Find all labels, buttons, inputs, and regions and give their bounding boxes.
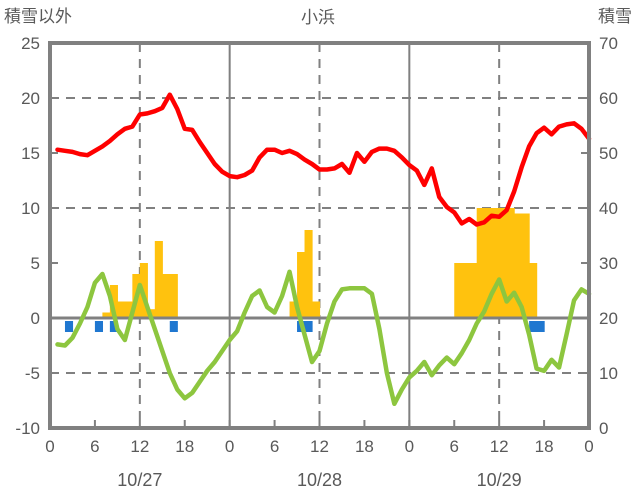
precipitation-bar <box>289 301 298 318</box>
x-axis-tick-label: 0 <box>405 437 414 456</box>
right-axis-title: 積雪 <box>598 7 632 26</box>
y2-axis-tick-label: 40 <box>599 199 618 218</box>
x-axis-tick-label: 6 <box>90 437 99 456</box>
y2-axis-tick-label: 30 <box>599 254 618 273</box>
snow-marker <box>529 321 538 332</box>
x-axis-tick-label: 0 <box>225 437 234 456</box>
precipitation-bar <box>162 274 171 318</box>
y-axis-tick-label: 0 <box>31 309 40 328</box>
snow-marker <box>169 321 178 332</box>
precipitation-bar <box>109 285 118 318</box>
y-axis-tick-label: 10 <box>21 199 40 218</box>
series-line <box>55 269 592 407</box>
y2-axis-tick-label: 70 <box>599 34 618 53</box>
x-axis-tick-label: 6 <box>450 437 459 456</box>
precipitation-bar <box>154 241 163 318</box>
y2-axis-tick-label: 60 <box>599 89 618 108</box>
precipitation-bar <box>169 274 178 318</box>
precipitation-bar <box>461 263 470 318</box>
y-axis-tick-label: -10 <box>15 419 40 438</box>
x-axis-day-label: 10/27 <box>117 470 162 490</box>
precipitation-bar <box>499 208 508 318</box>
y2-axis-tick-label: 50 <box>599 144 618 163</box>
y-axis-tick-label: 20 <box>21 89 40 108</box>
snow-marker <box>109 321 118 332</box>
x-axis-tick-label: 0 <box>45 437 54 456</box>
x-axis-tick-label: 12 <box>130 437 149 456</box>
y-axis-tick-label: -5 <box>25 364 40 383</box>
y2-axis-tick-label: 10 <box>599 364 618 383</box>
y2-axis-tick-label: 20 <box>599 309 618 328</box>
y-axis-tick-label: 25 <box>21 34 40 53</box>
precipitation-bar <box>476 208 485 318</box>
x-axis-tick-label: 12 <box>490 437 509 456</box>
page-title: 小浜 <box>301 8 335 27</box>
snow-marker <box>536 321 545 332</box>
x-axis-tick-label: 18 <box>175 437 194 456</box>
y-axis-tick-label: 5 <box>31 254 40 273</box>
x-axis-tick-label: 6 <box>270 437 279 456</box>
snow-marker <box>94 321 104 332</box>
precipitation-bar <box>529 263 538 318</box>
precipitation-bar <box>514 213 523 318</box>
snow-marker <box>304 321 313 332</box>
x-axis-tick-label: 12 <box>310 437 329 456</box>
precipitation-bar <box>304 230 313 318</box>
snow-marker <box>64 321 74 332</box>
precipitation-bar <box>297 252 306 318</box>
x-axis-tick-label: 0 <box>584 437 593 456</box>
precipitation-bar <box>102 312 111 318</box>
x-axis-day-label: 10/29 <box>477 470 522 490</box>
y-axis-tick-label: 15 <box>21 144 40 163</box>
precipitation-bar <box>506 208 515 318</box>
precipitation-bar <box>484 208 493 318</box>
precipitation-bar <box>117 301 126 318</box>
y2-axis-tick-label: 0 <box>599 419 608 438</box>
left-axis-title: 積雪以外 <box>4 7 72 26</box>
precipitation-bar <box>521 213 530 318</box>
series-line <box>55 92 592 227</box>
x-axis-tick-label: 18 <box>535 437 554 456</box>
precipitation-bar <box>124 301 133 318</box>
precipitation-bar <box>312 301 321 318</box>
x-axis-day-label: 10/28 <box>297 470 342 490</box>
precipitation-bar <box>469 263 478 318</box>
x-axis-tick-label: 18 <box>355 437 374 456</box>
precipitation-bar <box>454 263 463 318</box>
precipitation-bar <box>491 208 500 318</box>
